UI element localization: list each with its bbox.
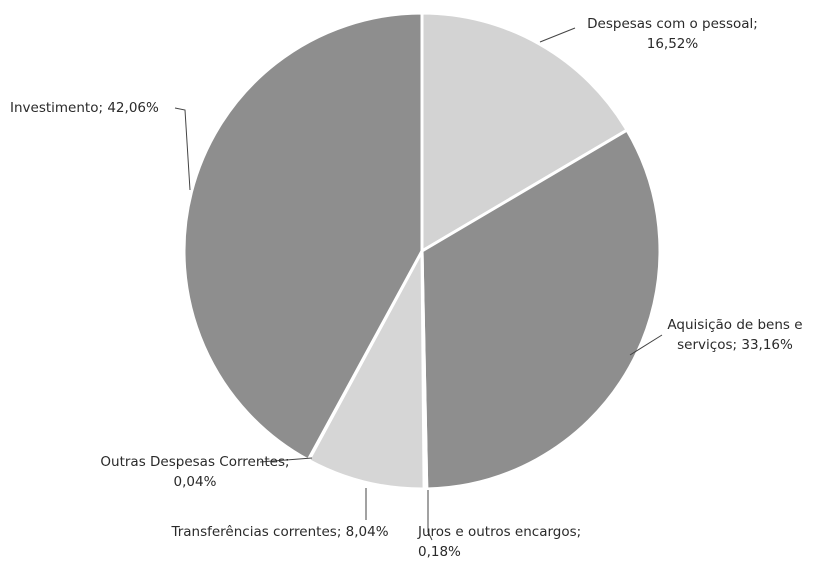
data-label: Despesas com o pessoal; 16,52% [565, 14, 780, 54]
data-label: Aquisição de bens e serviços; 33,16% [655, 315, 815, 355]
pie-slice [306, 250, 426, 491]
data-label: Investimento; 42,06% [10, 98, 190, 118]
value-label: 8,04% [345, 524, 389, 540]
category-label: Aquisição de bens e serviços [667, 317, 803, 353]
category-label: Despesas com o pessoal [587, 16, 754, 32]
pie-slice [420, 128, 662, 491]
leader-line [259, 457, 313, 463]
leader-line [174, 107, 191, 191]
label-separator: ; [336, 524, 342, 540]
category-label: Transferências correntes [171, 524, 337, 540]
leader-line [539, 27, 576, 43]
value-label: 0,18% [418, 544, 461, 560]
value-label: 16,52% [646, 36, 699, 52]
label-separator: ; [98, 100, 104, 116]
value-label: 42,06% [107, 100, 159, 116]
pie-slice [182, 11, 424, 463]
value-label: 0,04% [173, 474, 217, 490]
data-label: Juros e outros encargos; 0,18% [418, 522, 628, 562]
data-label: Transferências correntes; 8,04% [170, 522, 390, 542]
leader-line [629, 334, 663, 356]
label-separator: ; [576, 524, 582, 540]
pie [182, 11, 662, 491]
category-label: Juros e outros encargos [418, 524, 577, 540]
label-separator: ; [732, 337, 738, 353]
value-label: 33,16% [741, 337, 793, 353]
category-label: Outras Despesas Correntes [100, 454, 286, 470]
leader-lines [174, 27, 663, 541]
label-separator: ; [753, 16, 758, 32]
data-label: Outras Despesas Correntes; 0,04% [95, 452, 295, 492]
leader-line [427, 490, 433, 541]
label-separator: ; [285, 454, 290, 470]
category-label: Investimento [10, 100, 99, 116]
pie-slice [420, 11, 630, 254]
